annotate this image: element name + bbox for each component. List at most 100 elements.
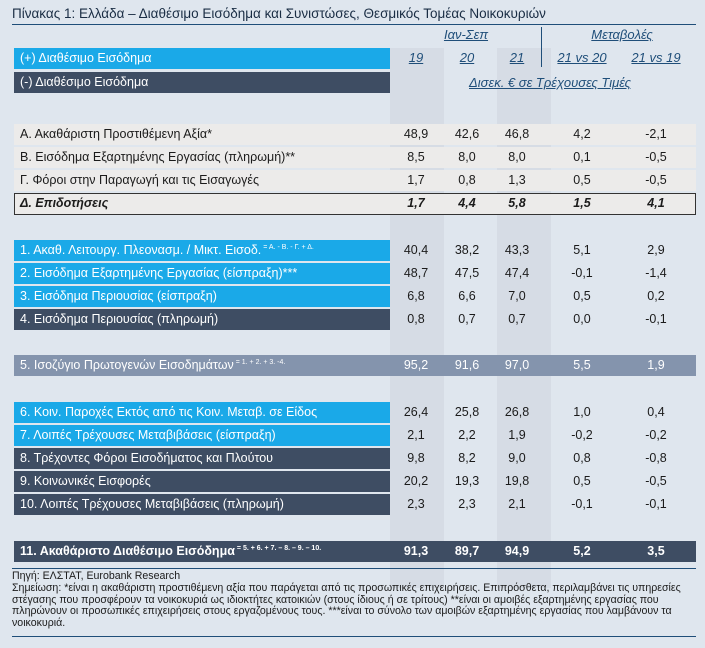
change-cell: -0,1 bbox=[645, 312, 667, 326]
row-background bbox=[14, 263, 390, 284]
table-title: Πίνακας 1: Ελλάδα – Διαθέσιμο Εισόδημα κ… bbox=[12, 6, 546, 21]
change-cell: 1,0 bbox=[573, 405, 591, 419]
value-cell: 26,8 bbox=[504, 405, 530, 419]
row-background bbox=[14, 309, 390, 330]
footer: Πηγή: ΕΛΣΤΑΤ, Eurobank Research Σημείωση… bbox=[12, 570, 696, 630]
change-cell: 0,1 bbox=[573, 150, 591, 164]
value-cell: 48,9 bbox=[403, 127, 429, 141]
row-label-text: 11. Ακαθάριστο Διαθέσιμο Εισόδημα bbox=[20, 544, 235, 558]
row-formula: = Α. - Β. - Γ. + Δ. bbox=[263, 243, 314, 251]
value-cell: 9,0 bbox=[508, 451, 526, 465]
value-cell: 1,7 bbox=[407, 196, 425, 210]
value-cell: 0,7 bbox=[508, 312, 526, 326]
row-background bbox=[14, 355, 696, 376]
row-label-text: 3. Εισόδημα Περιουσίας (είσπραξη) bbox=[20, 289, 217, 303]
legend-minus: (-) Διαθέσιμο Εισόδημα bbox=[20, 75, 149, 89]
row-label-text: Δ. Επιδοτήσεις bbox=[20, 196, 109, 210]
row-background bbox=[14, 124, 696, 145]
value-cell: 47,5 bbox=[454, 266, 480, 280]
value-cell: 43,3 bbox=[504, 243, 530, 257]
row-label: Γ. Φόροι στην Παραγωγή και τις Εισαγωγές bbox=[18, 170, 390, 191]
value-cell: 6,8 bbox=[407, 289, 425, 303]
row-label-text: 6. Κοιν. Παροχές Εκτός από τις Κοιν. Μετ… bbox=[20, 405, 318, 419]
change-cell: -0,1 bbox=[645, 497, 667, 511]
value-cell: 7,0 bbox=[508, 289, 526, 303]
row-label-text: 1. Ακαθ. Λειτουργ. Πλεονασμ. / Μικτ. Εισ… bbox=[20, 243, 262, 257]
row-formula: = 5. + 6. + 7. – 8. – 9. – 10. bbox=[236, 544, 322, 552]
change-21-vs-19: 21 vs 19 bbox=[631, 50, 681, 65]
footnote: Σημείωση: *είναι η ακαθάριστη προστιθέμε… bbox=[12, 581, 681, 630]
row-background bbox=[14, 402, 390, 423]
row-background bbox=[14, 448, 390, 469]
row-background bbox=[14, 170, 696, 191]
change-cell: 4,1 bbox=[647, 196, 665, 210]
change-cell: -0,5 bbox=[645, 474, 667, 488]
change-cell: 5,5 bbox=[573, 358, 591, 372]
value-cell: 9,8 bbox=[407, 451, 425, 465]
value-cell: 8,2 bbox=[458, 451, 476, 465]
value-cell: 2,3 bbox=[407, 497, 425, 511]
change-cell: 0,5 bbox=[573, 289, 591, 303]
value-cell: 8,0 bbox=[458, 150, 476, 164]
value-cell: 25,8 bbox=[454, 405, 480, 419]
change-cell: 0,2 bbox=[647, 289, 665, 303]
row-label-text: Β. Εισόδημα Εξαρτημένης Εργασίας (πληρωμ… bbox=[20, 150, 296, 164]
value-cell: 26,4 bbox=[403, 405, 429, 419]
legend-plus-bar bbox=[14, 48, 390, 69]
row-background bbox=[14, 471, 390, 492]
change-cell: -0,2 bbox=[571, 428, 593, 442]
change-cell: -2,1 bbox=[645, 127, 667, 141]
change-cell: 1,9 bbox=[647, 358, 665, 372]
legend-plus: (+) Διαθέσιμο Εισόδημα bbox=[20, 51, 152, 65]
year-20: 20 bbox=[459, 50, 475, 65]
row-background bbox=[14, 147, 696, 168]
row-label: 9. Κοινωνικές Εισφορές bbox=[18, 471, 390, 492]
value-cell: 19,8 bbox=[504, 474, 530, 488]
value-cell: 20,2 bbox=[403, 474, 429, 488]
value-cell: 38,2 bbox=[454, 243, 480, 257]
value-cell: 40,4 bbox=[403, 243, 429, 257]
value-cell: 1,9 bbox=[508, 428, 526, 442]
value-cell: 2,1 bbox=[508, 497, 526, 511]
title-rule bbox=[12, 24, 696, 25]
row-label: 1. Ακαθ. Λειτουργ. Πλεονασμ. / Μικτ. Εισ… bbox=[18, 240, 390, 261]
value-cell: 5,8 bbox=[508, 196, 526, 210]
value-cell: 91,6 bbox=[454, 358, 480, 372]
value-cell: 2,2 bbox=[458, 428, 476, 442]
change-cell: 3,5 bbox=[647, 544, 665, 558]
change-cell: 4,2 bbox=[573, 127, 591, 141]
change-cell: -0,8 bbox=[645, 451, 667, 465]
header-divider bbox=[541, 27, 542, 67]
bottom-rule bbox=[12, 636, 696, 637]
row-label-text: 10. Λοιπές Τρέχουσες Μεταβιβάσεις (πληρω… bbox=[20, 497, 284, 511]
row-label-text: 9. Κοινωνικές Εισφορές bbox=[20, 474, 151, 488]
value-cell: 4,4 bbox=[458, 196, 476, 210]
row-label-text: Α. Ακαθάριστη Προστιθέμενη Αξία* bbox=[20, 127, 213, 141]
value-cell: 94,9 bbox=[504, 544, 530, 558]
value-cell: 8,0 bbox=[508, 150, 526, 164]
row-background bbox=[14, 193, 696, 215]
value-cell: 91,3 bbox=[403, 544, 429, 558]
value-cell: 89,7 bbox=[454, 544, 480, 558]
row-background bbox=[14, 425, 390, 446]
source-note: Πηγή: ΕΛΣΤΑΤ, Eurobank Research bbox=[12, 570, 181, 582]
row-label: 10. Λοιπές Τρέχουσες Μεταβιβάσεις (πληρω… bbox=[18, 494, 390, 515]
change-cell: -0,1 bbox=[571, 497, 593, 511]
value-cell: 1,3 bbox=[508, 173, 526, 187]
row-background bbox=[14, 541, 696, 562]
value-cell: 46,8 bbox=[504, 127, 530, 141]
value-cell: 0,8 bbox=[458, 173, 476, 187]
value-cell: 19,3 bbox=[454, 474, 480, 488]
row-label: 8. Τρέχοντες Φόροι Εισοδήματος και Πλούτ… bbox=[18, 448, 390, 469]
change-cell: 5,2 bbox=[573, 544, 591, 558]
units-label: Δισεκ. € σε Τρέχουσες Τιμές bbox=[469, 75, 631, 90]
row-label-text: 2. Εισόδημα Εξαρτημένης Εργασίας (είσπρα… bbox=[20, 266, 298, 280]
change-cell: 1,5 bbox=[573, 196, 591, 210]
change-cell: 0,0 bbox=[573, 312, 591, 326]
row-label-text: 8. Τρέχοντες Φόροι Εισοδήματος και Πλούτ… bbox=[20, 451, 273, 465]
change-cell: -0,1 bbox=[571, 266, 593, 280]
change-cell: -0,5 bbox=[645, 150, 667, 164]
value-cell: 1,7 bbox=[407, 173, 425, 187]
change-cell: -1,4 bbox=[645, 266, 667, 280]
row-label: 7. Λοιπές Τρέχουσες Μεταβιβάσεις (είσπρα… bbox=[18, 425, 390, 446]
